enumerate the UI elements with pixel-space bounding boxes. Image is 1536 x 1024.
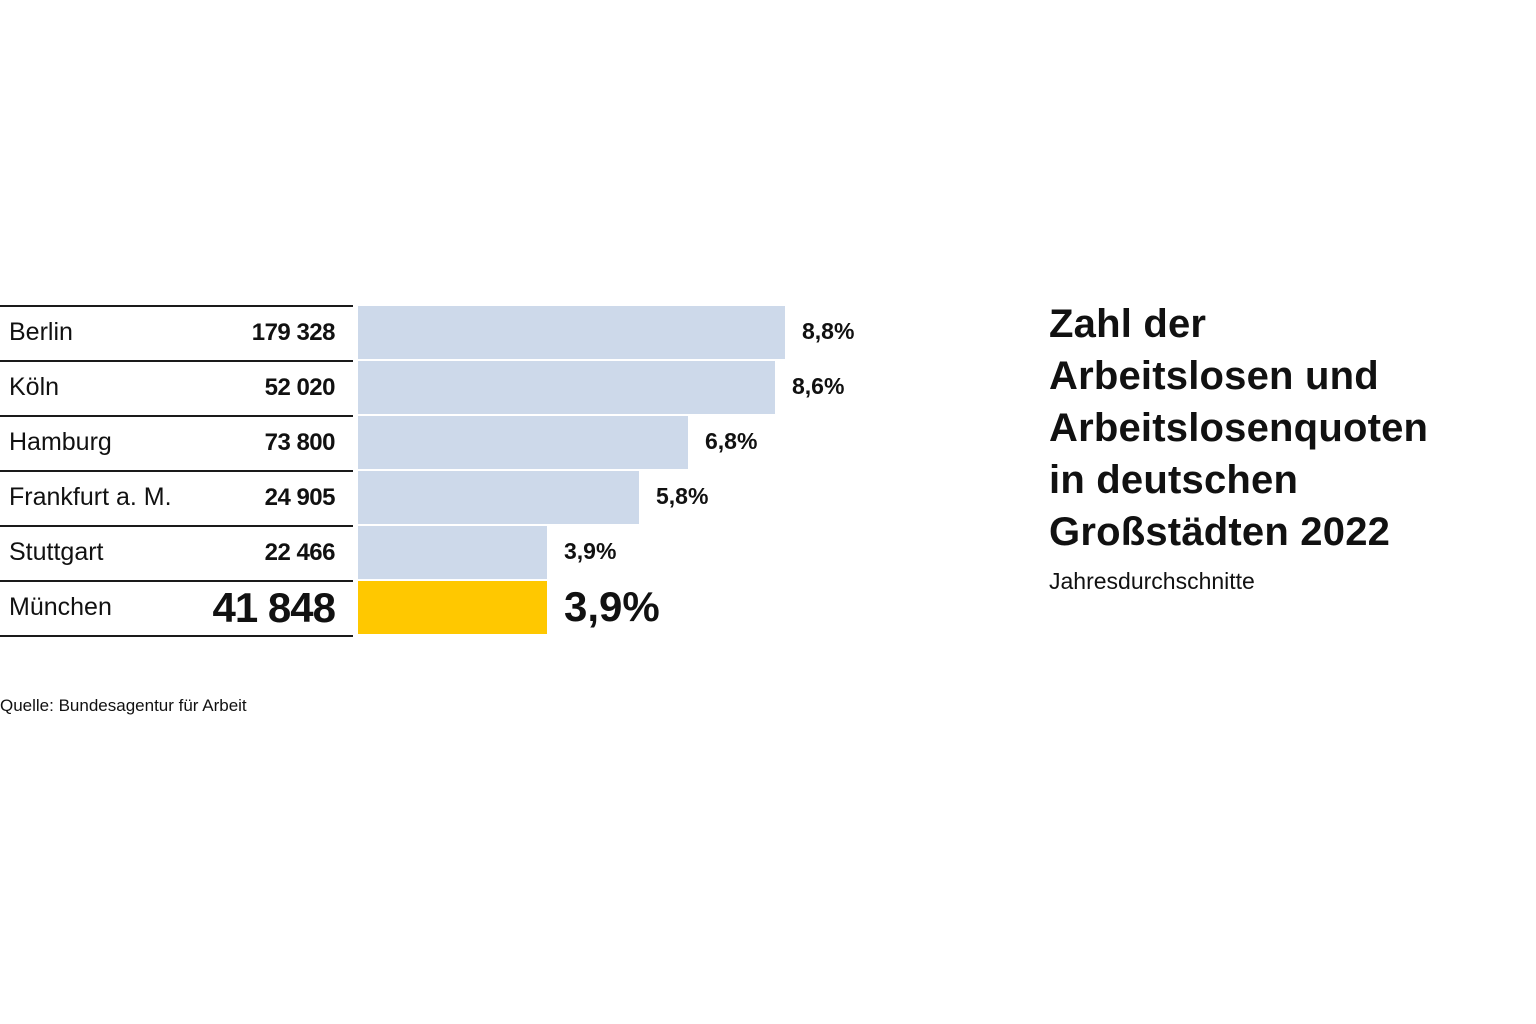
bar-area: 8,8% 8,6% 6,8% 5,8% 3,9% 3,9% [358, 306, 998, 636]
table-row: Hamburg 73 800 [0, 415, 353, 470]
title-line: Zahl der [1049, 302, 1207, 346]
unemployed-count: 179 328 [251, 319, 336, 346]
city-label: München [9, 593, 112, 621]
chart-title: Zahl der Arbeitslosen und Arbeitslosenqu… [1049, 298, 1519, 558]
title-block: Zahl der Arbeitslosen und Arbeitslosenqu… [1049, 298, 1519, 595]
rate-label: 8,8% [802, 318, 855, 344]
city-table: Berlin 179 328 Köln 52 020 Hamburg 73 80… [0, 305, 353, 637]
title-line: in deutschen [1049, 458, 1299, 502]
table-row: Stuttgart 22 466 [0, 525, 353, 580]
rate-label: 3,9% [564, 538, 617, 564]
rate-label: 6,8% [705, 428, 758, 454]
table-row: Berlin 179 328 [0, 305, 353, 360]
city-label: Frankfurt a. M. [9, 483, 172, 511]
rate-bar [358, 526, 547, 579]
rate-bar [358, 416, 688, 469]
rate-label: 8,6% [792, 373, 845, 399]
unemployed-count: 73 800 [264, 429, 336, 456]
rate-label-highlight: 3,9% [564, 583, 660, 630]
rate-bar [358, 471, 639, 524]
table-row: Frankfurt a. M. 24 905 [0, 470, 353, 525]
unemployed-count: 52 020 [264, 374, 336, 401]
rate-label: 5,8% [656, 483, 709, 509]
source-note: Quelle: Bundesagentur für Arbeit [0, 696, 247, 715]
title-line: Großstädten 2022 [1049, 510, 1391, 554]
title-line: Arbeitslosen und [1049, 354, 1379, 398]
chart-subtitle: Jahresdurchschnitte [1049, 568, 1255, 594]
rate-bar-highlight [358, 581, 547, 634]
table-row-highlight: München 41 848 [0, 580, 353, 637]
rate-bar [358, 306, 785, 359]
unemployed-count: 22 466 [264, 539, 336, 566]
unemployed-count: 24 905 [264, 484, 336, 511]
city-label: Stuttgart [9, 538, 104, 566]
table-row: Köln 52 020 [0, 360, 353, 415]
unemployed-count-highlight: 41 848 [212, 584, 336, 631]
rate-bar [358, 361, 775, 414]
city-label: Berlin [9, 318, 73, 346]
city-label: Hamburg [9, 428, 112, 456]
title-line: Arbeitslosenquoten [1049, 406, 1429, 450]
city-label: Köln [9, 373, 60, 401]
